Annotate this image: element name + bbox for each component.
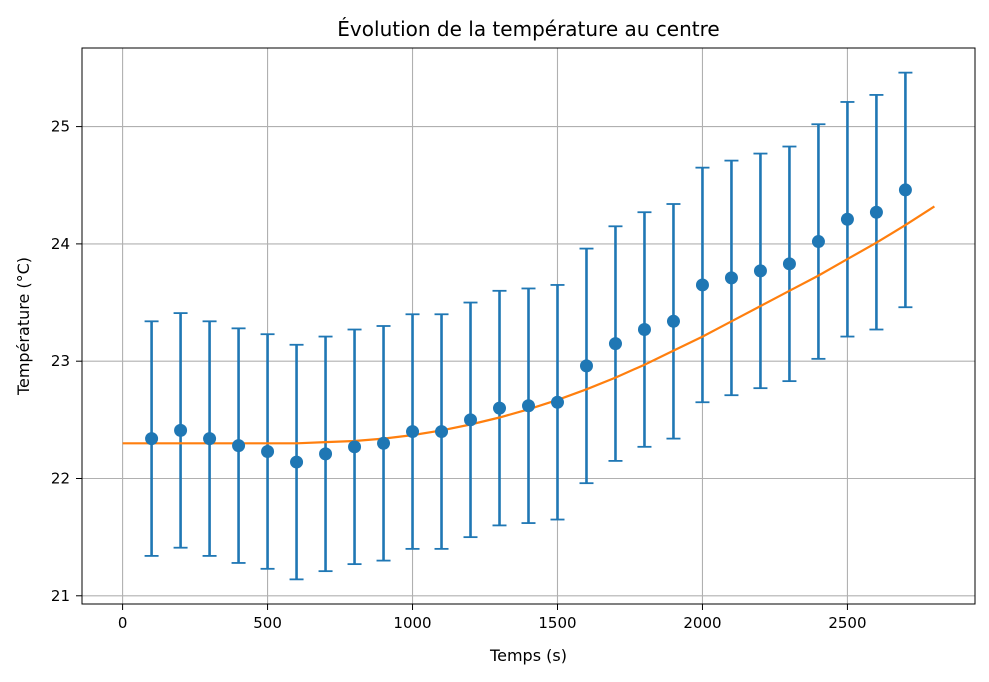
data-point [493, 401, 507, 415]
data-point [261, 445, 275, 459]
x-tick-label: 2500 [828, 614, 866, 632]
x-tick-label: 1000 [393, 614, 431, 632]
data-point [608, 337, 622, 351]
data-point [869, 205, 883, 219]
plot-frame [81, 47, 976, 605]
data-point [666, 314, 680, 328]
data-point [724, 271, 738, 285]
data-point [840, 212, 854, 226]
data-point [319, 447, 333, 461]
y-axis-ticks: 21 22 23 24 25 [51, 118, 82, 605]
data-point [811, 235, 825, 249]
data-point [782, 257, 796, 271]
data-point [522, 399, 535, 413]
y-tick-label: 25 [51, 118, 70, 136]
x-tick-label: 2000 [683, 614, 721, 632]
y-tick-label: 23 [51, 352, 70, 370]
y-tick-label: 24 [51, 235, 70, 253]
data-point [232, 439, 246, 453]
y-tick-label: 21 [51, 587, 70, 605]
data-point [174, 423, 188, 437]
data-point [406, 425, 420, 439]
data-point [695, 278, 709, 292]
data-point [579, 359, 593, 373]
data-point [145, 432, 159, 446]
data-point [637, 323, 651, 337]
measurement-points [145, 183, 912, 469]
data-point [753, 264, 767, 278]
x-tick-label: 0 [118, 614, 128, 632]
chart-title: Évolution de la température au centre [337, 17, 719, 41]
data-point [377, 436, 391, 450]
data-point [290, 455, 304, 469]
data-point [203, 432, 217, 446]
data-point [464, 413, 478, 427]
x-tick-label: 1500 [538, 614, 576, 632]
y-axis-label: Température (°C) [14, 257, 33, 396]
x-axis-ticks: 0 500 1000 1500 2000 2500 [118, 604, 867, 632]
y-tick-label: 22 [51, 469, 70, 487]
data-point [550, 395, 564, 409]
data-point [898, 183, 912, 197]
data-point [348, 440, 362, 454]
x-tick-label: 500 [253, 614, 282, 632]
data-point [435, 425, 449, 439]
x-axis-label: Temps (s) [489, 646, 567, 665]
